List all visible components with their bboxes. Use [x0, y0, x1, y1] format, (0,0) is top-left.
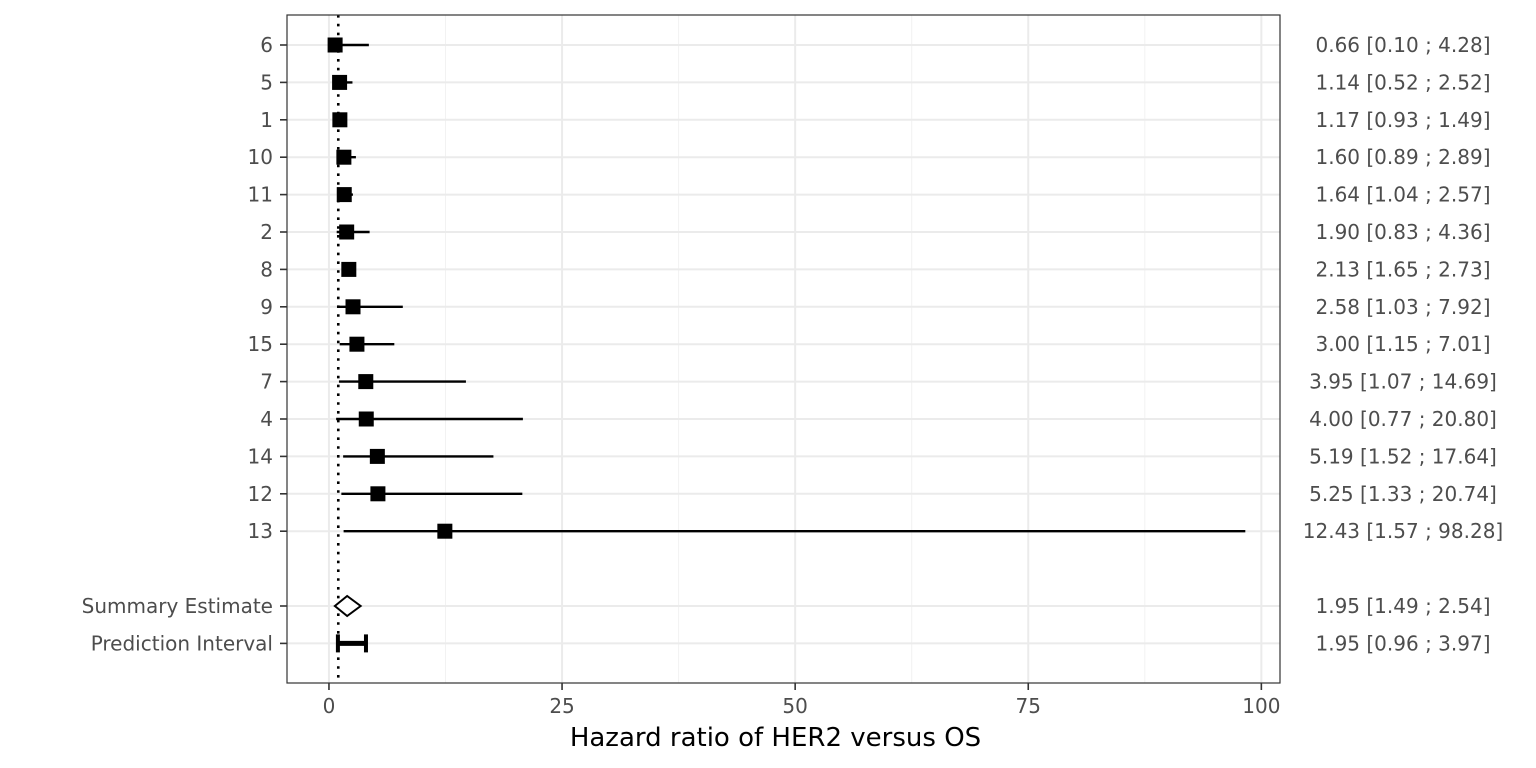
point-estimate: [336, 187, 352, 203]
y-tick-label: 13: [248, 519, 273, 543]
y-tick-label: Summary Estimate: [82, 594, 273, 618]
point-estimate: [349, 336, 365, 352]
y-tick-label: Prediction Interval: [91, 631, 273, 655]
y-tick-label: 8: [260, 257, 273, 281]
y-tick-label: 15: [248, 332, 273, 356]
estimate-text: 3.00 [1.15 ; 7.01]: [1315, 332, 1490, 356]
estimate-text: 2.58 [1.03 ; 7.92]: [1315, 295, 1490, 319]
y-tick-label: 4: [260, 407, 273, 431]
x-tick-label: 100: [1242, 694, 1280, 718]
y-tick-label: 12: [248, 482, 273, 506]
point-estimate: [358, 411, 374, 427]
panel-border: [286, 14, 1281, 684]
point-estimate: [437, 523, 453, 539]
point-estimate: [339, 224, 355, 240]
x-tick-label: 75: [1016, 694, 1041, 718]
estimate-text: 5.25 [1.33 ; 20.74]: [1309, 482, 1497, 506]
point-estimate: [369, 448, 385, 464]
estimate-text: 5.19 [1.52 ; 17.64]: [1309, 444, 1497, 468]
x-tick-label: 25: [549, 694, 574, 718]
point-estimate: [336, 149, 352, 165]
point-estimate: [370, 486, 386, 502]
y-tick-label: 6: [260, 33, 273, 57]
point-estimate: [327, 37, 343, 53]
estimate-text: 0.66 [0.10 ; 4.28]: [1315, 33, 1490, 57]
estimate-labels: 0.66 [0.10 ; 4.28] 1.14 [0.52 ; 2.52] 1.17…: [1303, 33, 1503, 655]
grid: [287, 15, 1280, 683]
estimate-text: 3.95 [1.07 ; 14.69]: [1309, 370, 1497, 394]
y-tick-label: 5: [260, 70, 273, 94]
estimate-text: 1.64 [1.04 ; 2.57]: [1315, 183, 1490, 207]
marks: [327, 37, 1246, 653]
y-tick-label: 9: [260, 295, 273, 319]
point-estimate: [341, 261, 357, 277]
estimate-text: 2.13 [1.65 ; 2.73]: [1315, 257, 1490, 281]
x-axis-title: Hazard ratio of HER2 versus OS: [570, 723, 981, 753]
estimate-text: 12.43 [1.57 ; 98.28]: [1303, 519, 1503, 543]
summary-diamond: [333, 594, 363, 618]
y-tick-label: 2: [260, 220, 273, 244]
y-tick-label: 1: [260, 108, 273, 132]
x-tick-label: 0: [323, 694, 336, 718]
estimate-text: 1.95 [0.96 ; 3.97]: [1315, 631, 1490, 655]
axes: 6 5 1 10 11 2 8 9 15 7 4 14 12 13 Summary Estimate Pred…: [82, 33, 1281, 718]
point-estimate: [332, 112, 348, 128]
y-tick-label: 11: [248, 183, 273, 207]
estimate-text: 1.14 [0.52 ; 2.52]: [1315, 70, 1490, 94]
estimate-text: 1.17 [0.93 ; 1.49]: [1315, 108, 1490, 132]
estimate-text: 4.00 [0.77 ; 20.80]: [1309, 407, 1497, 431]
y-tick-label: 14: [248, 444, 273, 468]
estimate-text: 1.95 [1.49 ; 2.54]: [1315, 594, 1490, 618]
point-estimate: [345, 299, 361, 315]
x-tick-label: 50: [782, 694, 807, 718]
estimate-text: 1.90 [0.83 ; 4.36]: [1315, 220, 1490, 244]
estimate-text: 1.60 [0.89 ; 2.89]: [1315, 145, 1490, 169]
y-tick-label: 7: [260, 370, 273, 394]
point-estimate: [358, 374, 374, 390]
y-tick-label: 10: [248, 145, 273, 169]
point-estimate: [332, 74, 348, 90]
